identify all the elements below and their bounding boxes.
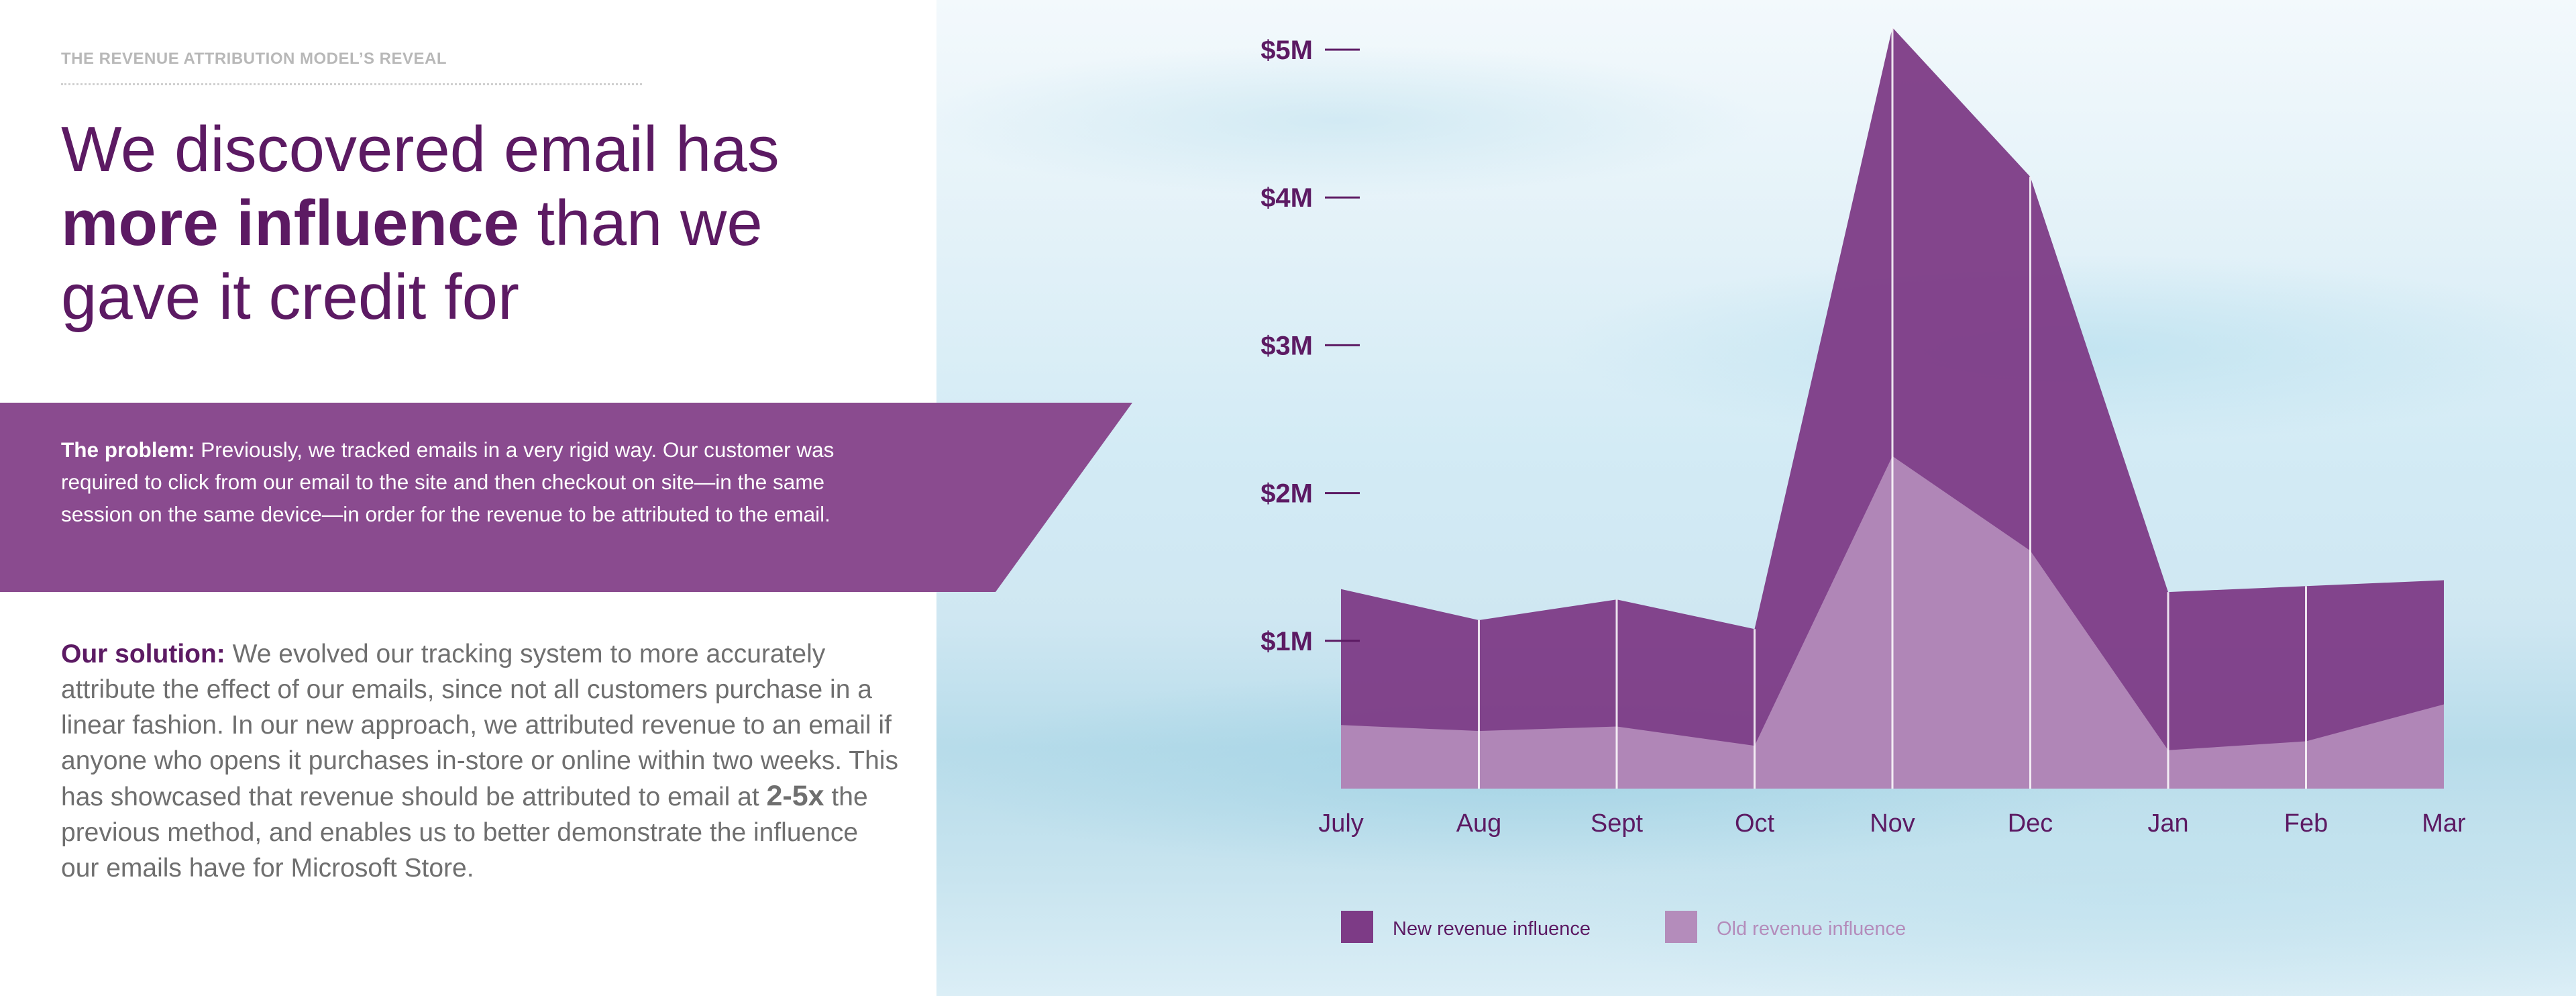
chart-dividers <box>1478 28 2307 789</box>
chart-legend: New revenue influence Old revenue influen… <box>1341 911 1906 943</box>
headline-emphasis: more influence <box>61 187 519 259</box>
x-tick-label: July <box>1318 809 1364 838</box>
x-axis: July Aug Sept Oct Nov Dec Jan Feb Mar <box>1318 809 2466 838</box>
x-tick-label: Mar <box>2422 809 2466 838</box>
x-tick-label: Sept <box>1591 809 1644 838</box>
problem-body: Previously, we tracked emails in a very … <box>61 438 835 526</box>
eyebrow-title: THE REVENUE ATTRIBUTION MODEL’S REVEAL <box>61 50 447 68</box>
problem-lead: The problem: <box>61 438 195 462</box>
headline-part-2: than we gave it credit for <box>61 187 763 333</box>
solution-lead: Our solution: <box>61 640 225 668</box>
y-axis: $1M $2M $3M $4M $5M <box>1260 36 1360 656</box>
legend-label: New revenue influence <box>1393 918 1591 940</box>
headline: We discovered email has more influence t… <box>61 113 900 334</box>
y-tick-label: $3M <box>1260 331 1313 360</box>
y-tick-label: $1M <box>1260 627 1313 656</box>
legend-label: Old revenue influence <box>1717 918 1906 940</box>
y-tick-label: $2M <box>1260 479 1313 509</box>
legend-swatch <box>1341 911 1373 943</box>
x-tick-label: Jan <box>2147 809 2188 838</box>
x-tick-label: Nov <box>1870 809 1915 838</box>
problem-band <box>0 403 1134 592</box>
legend-swatch <box>1665 911 1697 943</box>
solution-body-1: We evolved our tracking system to more a… <box>61 640 898 811</box>
x-tick-label: Oct <box>1735 809 1775 838</box>
dotted-divider <box>61 83 642 85</box>
y-tick-label: $5M <box>1260 36 1313 65</box>
solution-emphasis: 2-5x <box>766 780 824 812</box>
background-photo <box>936 0 2576 996</box>
problem-band-shape <box>0 403 1132 592</box>
solution-body-2: the previous method, and enables us to b… <box>61 783 868 883</box>
headline-part-1: We discovered email has <box>61 113 780 185</box>
x-tick-label: Aug <box>1456 809 1502 838</box>
x-tick-label: Feb <box>2284 809 2328 838</box>
y-tick-label: $4M <box>1260 183 1313 213</box>
problem-text: The problem: Previously, we tracked emai… <box>61 434 900 530</box>
x-tick-label: Dec <box>2008 809 2053 838</box>
solution-text: Our solution: We evolved our tracking sy… <box>61 636 900 886</box>
